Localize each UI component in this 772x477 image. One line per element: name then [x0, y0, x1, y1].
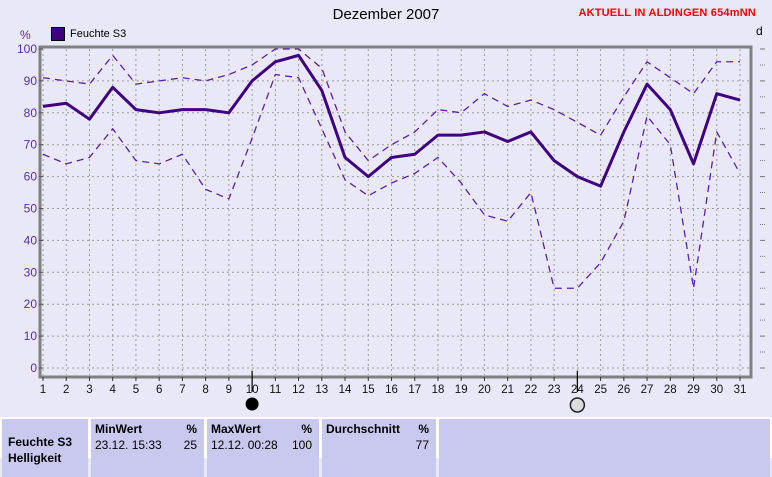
series-max-line — [42, 48, 740, 162]
x-tick-label: 29 — [687, 384, 700, 396]
empty-cell — [439, 419, 770, 477]
x-tick-label: 23 — [548, 384, 561, 396]
maxwert-cell: MaxWert % 12.12. 00:28 100 — [207, 419, 319, 477]
x-tick-label: 28 — [664, 384, 677, 396]
y-axis-unit-label: % — [20, 28, 31, 42]
x-tick-label: 16 — [385, 384, 398, 396]
minwert-timestamp: 23.12. 15:33 — [95, 438, 162, 452]
minwert-value: 25 — [183, 438, 197, 452]
x-tick-label: 17 — [408, 384, 421, 396]
maxwert-unit: % — [301, 422, 312, 436]
y-tick-label: 0 — [30, 361, 37, 375]
x-tick-label: 5 — [133, 384, 139, 396]
x-tick-label: 4 — [109, 384, 116, 396]
x-tick-label: 22 — [525, 384, 538, 396]
y-tick-label: 30 — [24, 265, 38, 279]
x-tick-label: 11 — [269, 384, 281, 396]
x-tick-label: 9 — [226, 384, 232, 396]
x-axis-unit-label: d — [756, 24, 763, 38]
x-tick-label: 3 — [86, 384, 92, 396]
y-tick-label: 50 — [24, 202, 38, 216]
y-tick-label: 40 — [24, 233, 38, 247]
x-tick-label: 14 — [339, 384, 352, 396]
x-tick-label: 12 — [292, 384, 305, 396]
legend: Feuchte S3 — [51, 27, 126, 41]
x-tick-label: 30 — [710, 384, 723, 396]
minwert-unit: % — [186, 422, 197, 436]
durchschnitt-value: 77 — [415, 438, 429, 452]
x-tick-label: 18 — [432, 384, 445, 396]
x-tick-label: 26 — [617, 384, 630, 396]
x-tick-label: 21 — [501, 384, 514, 396]
x-tick-label: 27 — [641, 384, 654, 396]
chart-svg: 1 2 3 4 5 6 7 8 9 10 11 12 13 14 15 16 17 18 19 20 21 22 23 24 2… — [17, 42, 765, 413]
x-tick-label: 13 — [315, 384, 328, 396]
y-tick-label: 10 — [24, 329, 38, 343]
x-tick-label: 25 — [594, 384, 607, 396]
durchschnitt-unit: % — [418, 422, 429, 436]
x-tick-label: 1 — [40, 384, 46, 396]
x-tick-label: 31 — [734, 384, 747, 396]
x-tick-label: 2 — [63, 384, 69, 396]
sensor-name-cell: Feuchte S3 Helligkeit — [2, 419, 88, 477]
y-tick-label: 20 — [24, 297, 38, 311]
durchschnitt-header: Durchschnitt — [326, 422, 401, 436]
plot-frame — [38, 45, 753, 379]
x-tick-label: 19 — [455, 384, 468, 396]
y-tick-label: 90 — [24, 74, 38, 88]
y-tick-label: 100 — [17, 42, 37, 56]
x-tick-label: 6 — [156, 384, 162, 396]
x-tick-label: 20 — [478, 384, 491, 396]
full-moon-icon — [569, 397, 586, 413]
y-tick-label: 60 — [24, 170, 38, 184]
station-banner: AKTUELL IN ALDINGEN 654mNN — [578, 7, 756, 19]
sensor-name: Feuchte S3 — [8, 435, 73, 449]
statistics-table: Feuchte S3 Helligkeit MinWert % 23.12. 1… — [0, 417, 772, 477]
series-mean-line — [42, 53, 741, 188]
next-sensor-name: Helligkeit — [8, 451, 62, 465]
chart-title: Dezember 2007 — [332, 6, 440, 23]
minwert-cell: MinWert % 23.12. 15:33 25 — [91, 419, 204, 477]
series-swatch-icon — [51, 27, 65, 41]
new-moon-icon — [245, 397, 259, 411]
maxwert-timestamp: 12.12. 00:28 — [211, 438, 278, 452]
x-tick-label: 15 — [362, 384, 375, 396]
x-tick-label: 8 — [202, 384, 208, 396]
legend-label: Feuchte S3 — [70, 28, 127, 40]
maxwert-header: MaxWert — [211, 422, 261, 436]
durchschnitt-cell: Durchschnitt % 77 — [322, 419, 436, 477]
y-tick-label: 70 — [24, 138, 38, 152]
y-tick-label: 80 — [24, 106, 38, 120]
minwert-header: MinWert — [95, 422, 143, 436]
series-min-line — [42, 73, 741, 289]
x-tick-label: 7 — [179, 384, 185, 396]
maxwert-value: 100 — [291, 438, 312, 452]
